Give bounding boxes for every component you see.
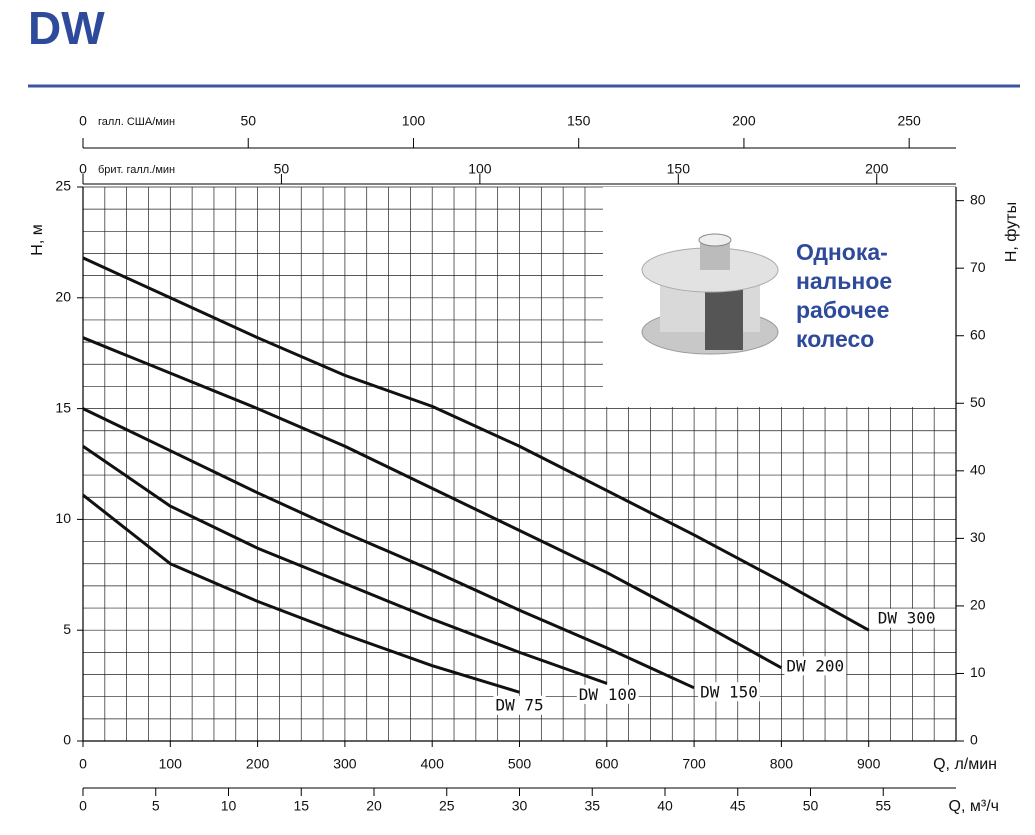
- caption-line: рабочее: [796, 297, 889, 323]
- series-label: DW 300: [878, 609, 936, 628]
- y-tick-label: 20: [55, 289, 71, 305]
- x-tick-label: 100: [468, 161, 492, 177]
- grid: [82, 186, 957, 742]
- x-tick-label: 45: [730, 798, 746, 814]
- curve: [82, 336, 783, 670]
- x-tick-label: 800: [770, 756, 794, 772]
- x-tick-label: 200: [246, 756, 270, 772]
- axis-unit-label: галл. США/мин: [98, 116, 175, 128]
- y2-tick-label: 40: [970, 462, 986, 478]
- x-tick-label: 35: [584, 798, 600, 814]
- caption-line: нальное: [796, 268, 892, 294]
- x-tick-label: 50: [803, 798, 819, 814]
- series-label: DW 200: [786, 656, 844, 675]
- y2-tick-label: 60: [970, 326, 986, 342]
- series-label-bg: [576, 684, 639, 704]
- y-axis-label: H, м: [29, 224, 46, 255]
- curve: [82, 493, 520, 694]
- x-tick-label: 150: [667, 161, 691, 177]
- caption-line: Однока-: [796, 239, 888, 265]
- y2-tick-label: 0: [970, 732, 978, 748]
- x-tick-label: 500: [508, 756, 532, 772]
- y2-tick-label: 50: [970, 394, 986, 410]
- photo-panel: [603, 187, 956, 407]
- y2-tick-label: 80: [970, 191, 986, 207]
- x-tick-label: 0: [79, 113, 87, 129]
- impeller-image: [641, 233, 779, 355]
- y-tick-label: 0: [63, 732, 71, 748]
- y-tick-label: 15: [55, 399, 71, 415]
- y2-tick-label: 20: [970, 597, 986, 613]
- series-label-bg: [784, 656, 847, 676]
- x-tick-label: 900: [857, 756, 881, 772]
- x-tick-label: 20: [366, 798, 382, 814]
- x-tick-label: 40: [657, 798, 673, 814]
- y2-tick-label: 10: [970, 664, 986, 680]
- x-tick-label: 150: [567, 113, 591, 129]
- axis-unit-label: Q, м³/ч: [949, 798, 999, 815]
- caption-line: колесо: [796, 326, 874, 352]
- series-label: DW 75: [496, 696, 544, 715]
- y-tick-label: 25: [55, 178, 71, 194]
- x-tick-label: 700: [682, 756, 706, 772]
- x-tick-label: 0: [79, 161, 87, 177]
- axis-unit-label: брит. галл./мин: [98, 164, 175, 176]
- x-tick-label: 50: [240, 113, 256, 129]
- x-axis-label: Q, л/мин: [933, 756, 997, 773]
- y-tick-label: 10: [55, 510, 71, 526]
- series-label: DW 100: [579, 685, 637, 704]
- curve: [82, 407, 695, 690]
- chart-title: DW: [28, 2, 105, 54]
- x-tick-label: 0: [79, 756, 87, 772]
- y-tick-label: 5: [63, 621, 71, 637]
- x-tick-label: 100: [402, 113, 426, 129]
- x-tick-label: 300: [333, 756, 357, 772]
- x-tick-label: 10: [221, 798, 237, 814]
- series-label-bg: [698, 682, 760, 702]
- x-tick-label: 55: [875, 798, 891, 814]
- curve: [82, 445, 608, 685]
- series-label-bg: [875, 608, 938, 628]
- x-tick-label: 600: [595, 756, 619, 772]
- series-label-bg: [493, 695, 546, 715]
- curve: [82, 256, 870, 632]
- y2-tick-label: 70: [970, 259, 986, 275]
- x-tick-label: 400: [421, 756, 445, 772]
- x-tick-label: 0: [79, 798, 87, 814]
- y2-axis-label: H, футы: [1003, 202, 1020, 262]
- x-tick-label: 5: [152, 798, 160, 814]
- y2-tick-label: 30: [970, 529, 986, 545]
- x-tick-label: 50: [274, 161, 290, 177]
- series-label: DW 150: [700, 682, 758, 701]
- x-tick-label: 15: [293, 798, 309, 814]
- x-tick-label: 100: [159, 756, 183, 772]
- x-tick-label: 25: [439, 798, 455, 814]
- x-tick-label: 250: [897, 113, 921, 129]
- x-tick-label: 200: [732, 113, 756, 129]
- x-tick-label: 200: [865, 161, 889, 177]
- x-tick-label: 30: [512, 798, 528, 814]
- photo-caption: Однока-нальное рабочее колесо: [796, 239, 892, 352]
